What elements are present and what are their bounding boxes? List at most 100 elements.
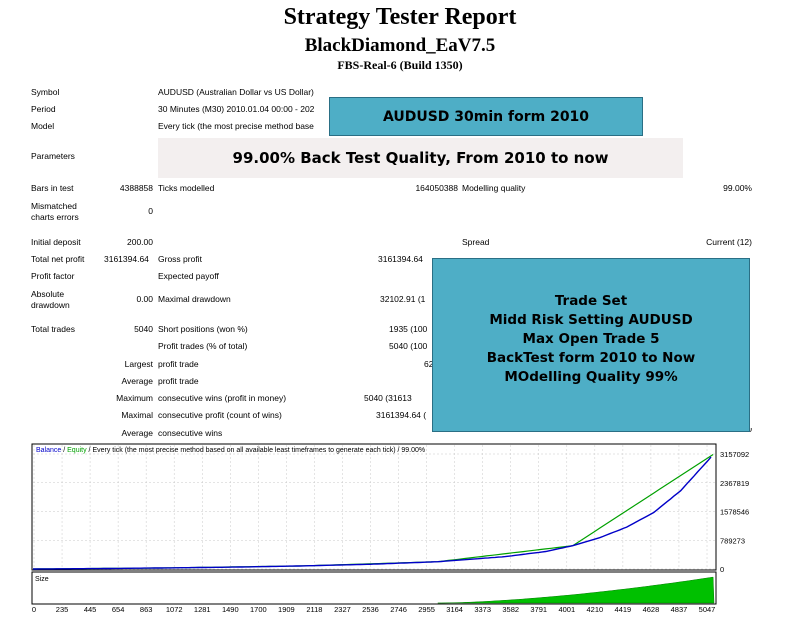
trade-set-line: MOdelling Quality 99% <box>504 369 678 385</box>
expected-label: Expected payoff <box>158 271 219 281</box>
overlay-timeframe-text: AUDUSD 30min form 2010 <box>382 108 590 125</box>
ticks-value: 164050388 <box>415 183 458 193</box>
x-tick-label: 0 <box>32 605 36 614</box>
chart-header: Balance / Equity / Every tick (the most … <box>36 447 425 454</box>
period-value: 30 Minutes (M30) 2010.01.04 00:00 - 202 <box>158 104 315 114</box>
x-tick-label: 3373 <box>474 605 491 614</box>
profitfactor-label: Profit factor <box>31 271 75 281</box>
x-tick-label: 4001 <box>558 605 575 614</box>
totaltrades-value: 5040 <box>134 324 153 334</box>
size-histogram <box>437 576 715 604</box>
server-build: FBS-Real-6 (Build 1350) <box>337 58 463 72</box>
absdd-value: 0.00 <box>136 294 153 304</box>
size-label: Size <box>35 576 49 583</box>
short-label: Short positions (won %) <box>158 324 248 334</box>
maximal-value: 3161394.64 ( <box>376 410 427 420</box>
bars-label: Bars in test <box>31 183 74 193</box>
average-sub: profit trade <box>158 376 199 386</box>
overlay-trade-set-box: Trade Set Midd Risk Setting AUDUSD Max O… <box>432 258 750 432</box>
x-tick-label: 5047 <box>699 605 716 614</box>
maximum-value: 5040 (31613 <box>364 393 412 403</box>
balance-plot-frame <box>31 443 717 571</box>
totaltrades-label: Total trades <box>31 324 75 334</box>
symbol-value: AUDUSD (Australian Dollar vs US Dollar) <box>158 87 314 97</box>
netprofit-label: Total net profit <box>31 254 85 264</box>
x-tick-label: 4419 <box>615 605 632 614</box>
maximum-label: Maximum <box>116 393 153 403</box>
x-tick-label: 863 <box>140 605 153 614</box>
period-label: Period <box>31 104 56 114</box>
spread-label: Spread <box>462 237 490 247</box>
trade-set-line: Midd Risk Setting AUDUSD <box>489 312 693 328</box>
x-tick-label: 235 <box>56 605 69 614</box>
x-tick-label: 1072 <box>166 605 183 614</box>
ea-name: BlackDiamond_EaV7.5 <box>304 35 496 56</box>
model-label: Model <box>31 121 55 131</box>
largest-sub: profit trade <box>158 359 199 369</box>
maxdd-label: Maximal drawdown <box>158 294 231 304</box>
grossprofit-label: Gross profit <box>158 254 202 264</box>
y-tick-label: 2367819 <box>720 479 749 488</box>
grossprofit-value: 3161394.64 <box>378 254 423 264</box>
x-tick-label: 4837 <box>671 605 688 614</box>
x-tick-label: 2118 <box>306 605 322 614</box>
mismatch-value: 0 <box>148 206 153 216</box>
trade-set-line: BackTest form 2010 to Now <box>486 350 696 366</box>
report-title: Strategy Tester Report <box>283 4 517 30</box>
absdd-label-1: Absolute <box>31 289 65 299</box>
maximum-sub: consecutive wins (profit in money) <box>158 393 287 403</box>
overlay-timeframe-box: AUDUSD 30min form 2010 <box>329 97 643 136</box>
y-tick-label: 3157092 <box>720 450 749 459</box>
quality-banner: 99.00% Back Test Quality, From 2010 to n… <box>232 149 609 167</box>
x-tick-label: 4210 <box>586 605 603 614</box>
chart-header-rest: / Every tick (the most precise method ba… <box>86 447 426 454</box>
average-label: Average <box>121 376 153 386</box>
y-tick-label: 789273 <box>720 536 745 545</box>
x-tick-label: 445 <box>84 605 97 614</box>
maximal-label: Maximal <box>121 410 153 420</box>
model-value: Every tick (the most precise method base <box>158 121 314 131</box>
x-tick-label: 1700 <box>250 605 267 614</box>
x-tick-label: 654 <box>112 605 125 614</box>
x-tick-label: 2746 <box>390 605 407 614</box>
chart-header-balance: Balance <box>36 447 62 454</box>
x-tick-label: 1490 <box>222 605 239 614</box>
average2-label: Average <box>121 428 153 438</box>
parameters-label: Parameters <box>31 151 75 161</box>
x-tick-label: 2327 <box>334 605 351 614</box>
chart-header-sep: / <box>61 447 68 454</box>
bars-value: 4388858 <box>119 183 153 193</box>
short-value: 1935 (100 <box>389 324 428 334</box>
ticks-label: Ticks modelled <box>158 183 215 193</box>
balance-line <box>33 456 712 570</box>
x-tick-label: 2955 <box>418 605 435 614</box>
netprofit-value: 3161394.64 <box>104 254 149 264</box>
x-tick-label: 3164 <box>446 605 463 614</box>
quality-label: Modelling quality <box>462 183 526 193</box>
quality-value: 99.00% <box>723 183 752 193</box>
trade-set-line: Max Open Trade 5 <box>522 331 660 347</box>
maximal-sub: consecutive profit (count of wins) <box>158 410 282 420</box>
deposit-label: Initial deposit <box>31 237 81 247</box>
profittrades-value: 5040 (100 <box>389 341 428 351</box>
chart-header-equity: Equity <box>67 447 87 454</box>
quality-banner-bg <box>158 138 683 178</box>
x-tick-label: 2536 <box>362 605 379 614</box>
profittrades-label: Profit trades (% of total) <box>158 341 248 351</box>
x-tick-label: 3791 <box>530 605 547 614</box>
largest-value: 62 <box>424 359 432 369</box>
symbol-label: Symbol <box>31 87 60 97</box>
x-tick-label: 1281 <box>194 605 211 614</box>
y-tick-label: 0 <box>720 565 724 574</box>
trade-set-line: Trade Set <box>554 293 628 309</box>
x-tick-label: 4628 <box>643 605 660 614</box>
average2-sub: consecutive wins <box>158 428 223 438</box>
deposit-value: 200.00 <box>127 237 153 247</box>
y-tick-label: 1578546 <box>720 508 749 517</box>
maxdd-value: 32102.91 (1 <box>380 294 426 304</box>
balance-equity-chart: 3157092 2367819 1578546 789273 0 0 235 445 654 8… <box>31 443 749 614</box>
x-tick-label: 3582 <box>502 605 519 614</box>
mismatch-label-2: charts errors <box>31 212 79 222</box>
x-tick-label: 1909 <box>278 605 295 614</box>
absdd-label-2: drawdown <box>31 300 70 310</box>
